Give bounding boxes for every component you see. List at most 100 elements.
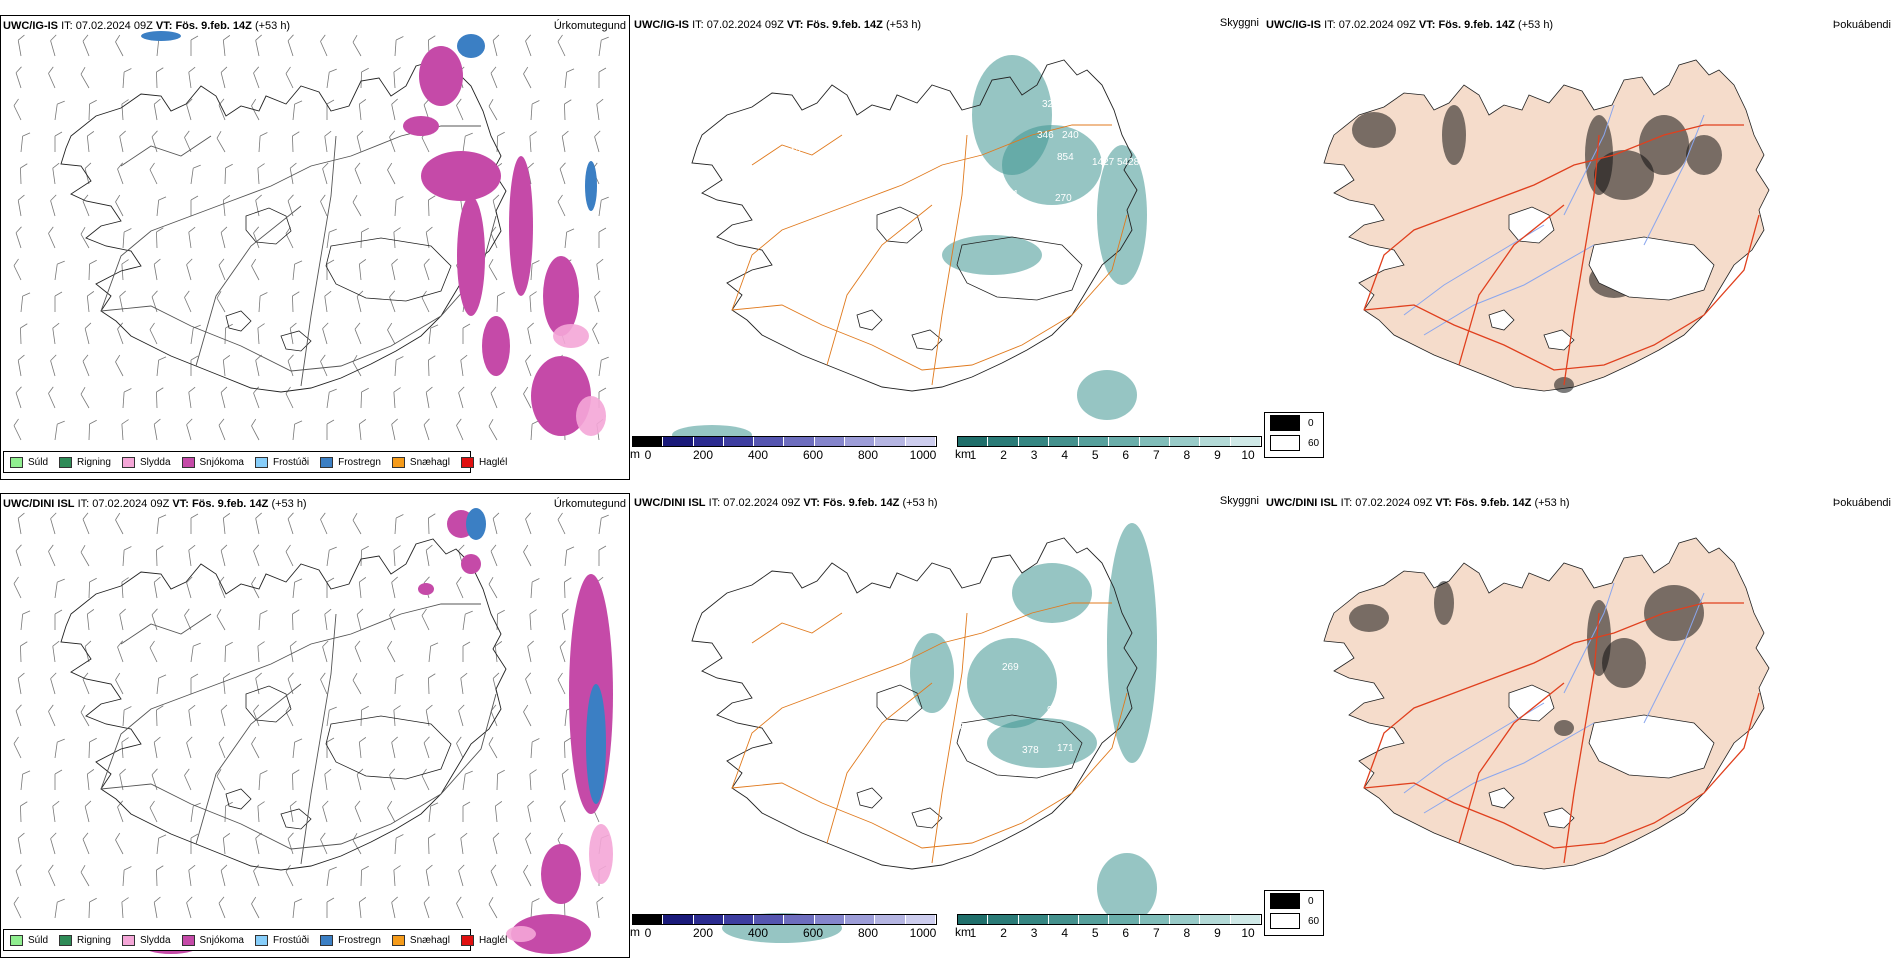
wind-barb bbox=[428, 195, 436, 217]
wind-barb bbox=[460, 354, 468, 377]
wind-barb bbox=[425, 704, 433, 727]
wind-barb bbox=[530, 260, 540, 281]
wind-barb bbox=[184, 290, 192, 313]
wind-barb bbox=[393, 227, 401, 249]
wind-barb bbox=[82, 832, 90, 855]
colorbar-tick-label: 7 bbox=[1152, 448, 1160, 462]
wind-barb bbox=[496, 769, 505, 791]
wind-barb bbox=[289, 162, 297, 185]
colorbar-tick-label: 0 bbox=[644, 926, 652, 940]
legend-label: Frostregn bbox=[338, 934, 381, 946]
wind-barb bbox=[190, 673, 199, 694]
wind-barb bbox=[48, 864, 56, 887]
wind-barb bbox=[354, 162, 362, 185]
wind-barb bbox=[492, 34, 500, 57]
wind-barb bbox=[186, 896, 193, 919]
wind-barb bbox=[121, 419, 129, 441]
legend-swatch bbox=[460, 456, 474, 468]
legend-item: Snjókoma bbox=[181, 456, 244, 468]
wind-barb bbox=[530, 578, 540, 599]
wind-barb bbox=[253, 66, 260, 89]
fog-legend-label: 60 bbox=[1308, 915, 1320, 927]
snow-area bbox=[419, 46, 463, 106]
glacier-outline bbox=[245, 207, 292, 245]
wind-barb bbox=[48, 544, 56, 567]
low-cloud-area bbox=[1097, 145, 1147, 285]
wind-barb bbox=[287, 354, 294, 377]
fog-legend-swatch bbox=[1270, 435, 1300, 451]
colorbar-tick-label: 5 bbox=[1091, 448, 1099, 462]
snow-area bbox=[418, 583, 434, 595]
fog-area bbox=[1686, 135, 1722, 175]
sleet-area bbox=[589, 824, 613, 884]
wind-barb bbox=[115, 34, 124, 57]
wind-barb bbox=[391, 576, 398, 599]
colorbar-swatch bbox=[1109, 437, 1140, 446]
wind-barb bbox=[218, 896, 226, 919]
glacier bbox=[1508, 684, 1555, 722]
colorbar-swatch bbox=[905, 915, 936, 924]
panel-name: Úrkomutegund bbox=[553, 498, 626, 510]
glacier-outline bbox=[280, 808, 312, 830]
wind-barb bbox=[17, 194, 25, 217]
wind-barb bbox=[80, 386, 90, 409]
colorbar-tick-label: 3 bbox=[1030, 926, 1038, 940]
wind-barb bbox=[121, 737, 129, 759]
iceland-map-layer bbox=[13, 31, 609, 441]
glacier bbox=[1488, 309, 1515, 331]
wind-barb bbox=[292, 420, 303, 441]
wind-barb bbox=[428, 324, 439, 345]
wind-barb bbox=[326, 897, 335, 918]
wind-barb bbox=[156, 705, 164, 727]
iceland-map-layer bbox=[13, 508, 613, 954]
legend-label: Frostúði bbox=[272, 934, 310, 946]
legend-swatch bbox=[121, 456, 135, 468]
wind-barb bbox=[287, 512, 294, 535]
colorbar-swatch bbox=[988, 915, 1019, 924]
wind-barb bbox=[326, 99, 335, 120]
ceiling-colorbar-top: 0 200 400 600 800 1000 m bbox=[630, 436, 937, 462]
freezing-rain-area bbox=[141, 31, 181, 41]
wind-barb bbox=[222, 35, 231, 57]
wind-barb bbox=[354, 640, 362, 663]
wind-barb bbox=[428, 802, 439, 823]
wind-barb bbox=[488, 98, 498, 121]
fog-panel-bottom: UWC/DINI ISL IT: 07.02.2024 09Z VT: Fös.… bbox=[1264, 493, 1894, 958]
wind-barb bbox=[320, 672, 328, 695]
wind-barb bbox=[54, 769, 63, 790]
wind-barb bbox=[287, 194, 294, 217]
fog-legend-item: 0 bbox=[1265, 413, 1323, 433]
colorbar-tick-label: 800 bbox=[857, 448, 879, 462]
wind-barb bbox=[292, 898, 303, 919]
wind-barb bbox=[598, 545, 607, 566]
wind-barb bbox=[320, 832, 328, 855]
wind-barb bbox=[458, 704, 465, 727]
wind-barb bbox=[190, 195, 199, 216]
wind-barb bbox=[360, 227, 369, 249]
colorbar-strip bbox=[632, 436, 937, 447]
wind-barb bbox=[492, 832, 500, 855]
wind-barb bbox=[121, 897, 129, 919]
wind-barb bbox=[326, 706, 337, 727]
wind-barb bbox=[52, 322, 60, 345]
wind-barb bbox=[387, 640, 396, 663]
wind-barb bbox=[80, 226, 90, 249]
wind-barb bbox=[496, 291, 505, 313]
wind-barb bbox=[88, 419, 97, 441]
wind-barb bbox=[253, 386, 260, 409]
legend-swatch bbox=[460, 934, 474, 946]
wind-barb bbox=[82, 194, 90, 217]
wind-barb bbox=[428, 355, 436, 377]
wind-barb bbox=[564, 737, 572, 759]
wind-barb bbox=[80, 864, 90, 887]
wind-barb bbox=[292, 291, 300, 313]
wind-barb bbox=[13, 98, 22, 121]
wind-barb bbox=[456, 896, 464, 919]
glacier bbox=[1543, 807, 1575, 829]
colorbar-swatch bbox=[875, 437, 906, 446]
road bbox=[751, 612, 843, 644]
wind-barb bbox=[425, 544, 433, 567]
fog-map bbox=[1323, 537, 1770, 870]
fog-area bbox=[1554, 720, 1574, 736]
road bbox=[731, 124, 1112, 311]
